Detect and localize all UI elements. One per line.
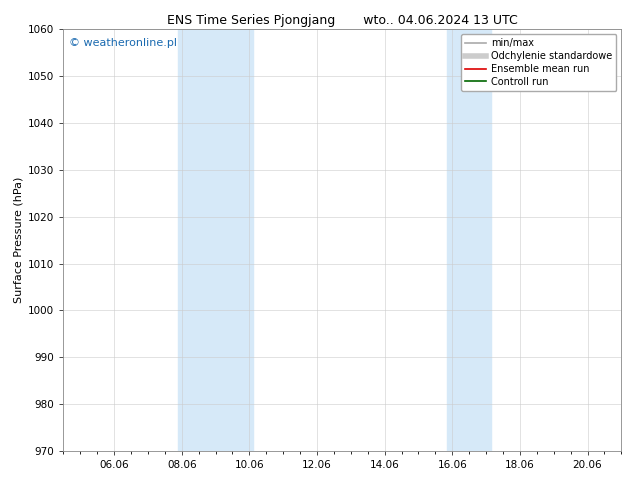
Title: ENS Time Series Pjongjang       wto.. 04.06.2024 13 UTC: ENS Time Series Pjongjang wto.. 04.06.20… — [167, 14, 518, 27]
Y-axis label: Surface Pressure (hPa): Surface Pressure (hPa) — [14, 177, 24, 303]
Text: © weatheronline.pl: © weatheronline.pl — [69, 38, 177, 48]
Bar — [178, 29, 253, 451]
Bar — [447, 29, 491, 451]
Legend: min/max, Odchylenie standardowe, Ensemble mean run, Controll run: min/max, Odchylenie standardowe, Ensembl… — [461, 34, 616, 91]
